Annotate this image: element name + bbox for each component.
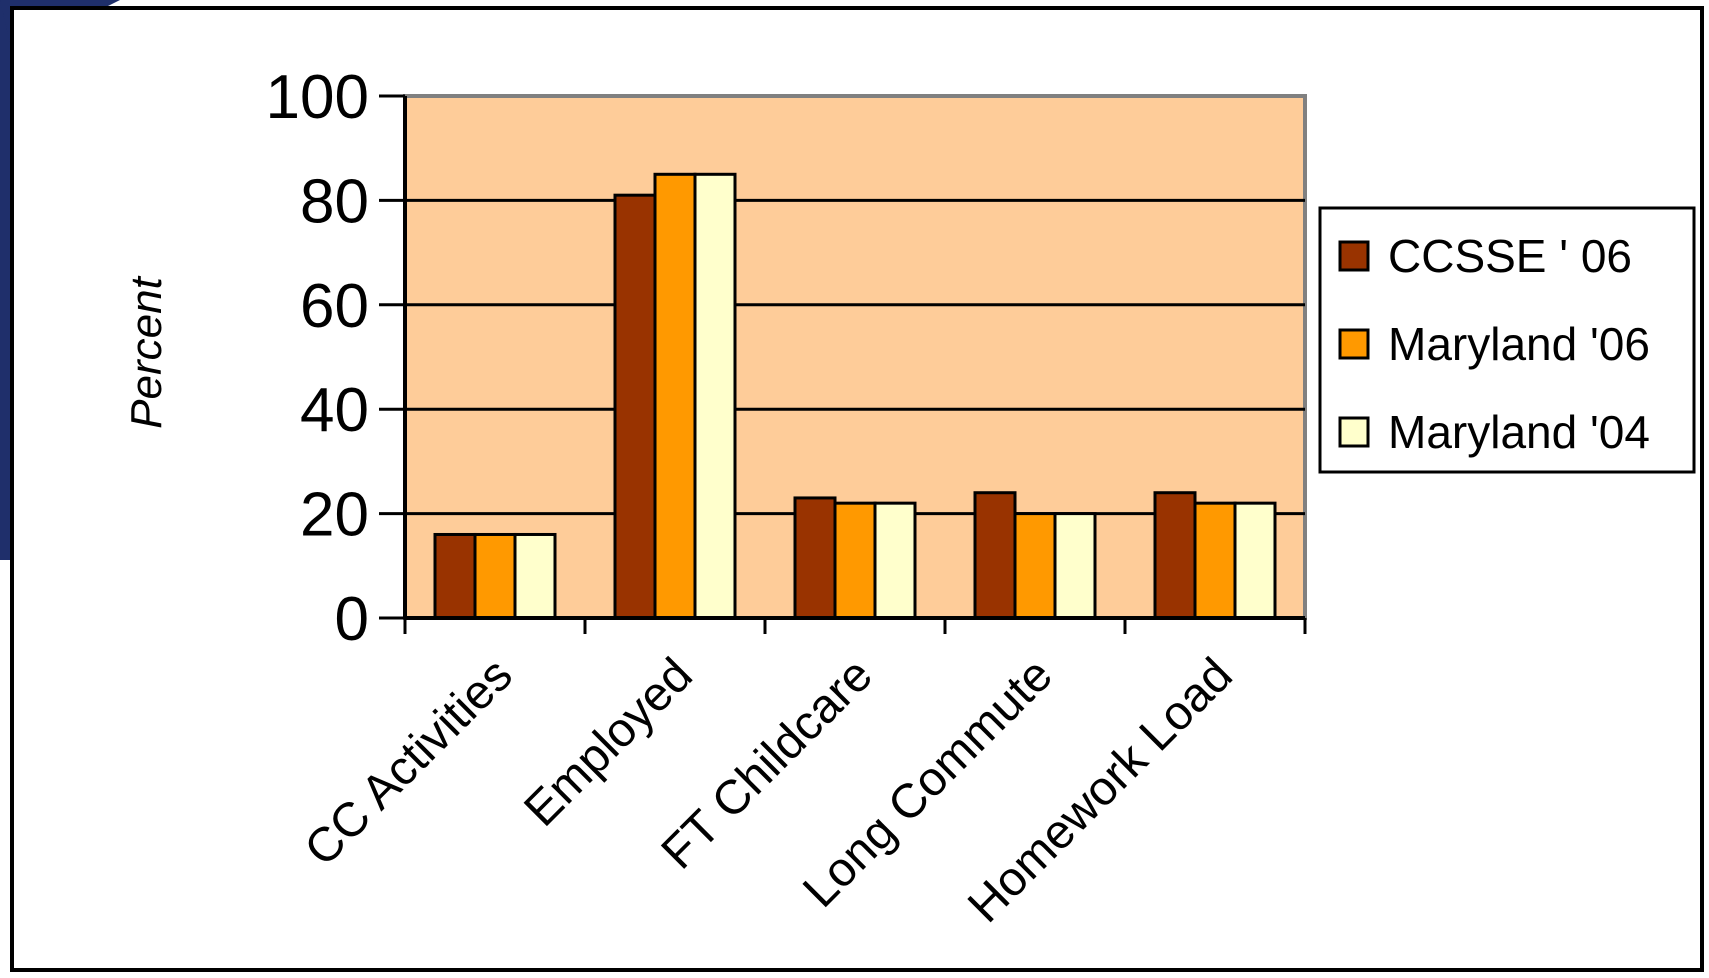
y-tick-label: 40: [300, 376, 369, 445]
bars: [433, 172, 1277, 620]
bar: [653, 172, 697, 620]
y-tick-label: 100: [266, 63, 369, 132]
bar: [1233, 501, 1277, 620]
bar: [1193, 501, 1237, 620]
legend-label: CCSSE ' 06: [1388, 230, 1632, 282]
axes: [379, 94, 1307, 634]
y-tick-label: 80: [300, 167, 369, 236]
bar: [873, 501, 917, 620]
legend-swatch: [1338, 416, 1370, 448]
bar: [433, 532, 477, 620]
y-tick-label: 60: [300, 272, 369, 341]
bar: [973, 491, 1017, 620]
legend-swatch: [1338, 328, 1370, 360]
bar: [513, 532, 557, 620]
legend-swatch: [1338, 240, 1370, 272]
y-axis-label: Percent: [122, 275, 171, 428]
bar: [793, 496, 837, 620]
bar: [1053, 512, 1097, 620]
bar: [693, 172, 737, 620]
legend-label: Maryland '06: [1388, 318, 1650, 370]
bar: [473, 532, 517, 620]
legend-box: [1318, 206, 1696, 474]
y-tick-labels: 0 20 40 60 80 100: [266, 63, 369, 654]
y-tick-label: 20: [300, 481, 369, 550]
bar: [1013, 512, 1057, 620]
y-tick-label: 0: [335, 585, 369, 654]
bar: [613, 193, 657, 620]
legend: CCSSE ' 06 Maryland '06 Maryland '04: [1318, 206, 1696, 474]
legend-label: Maryland '04: [1388, 406, 1650, 458]
bar: [833, 501, 877, 620]
bar: [1153, 491, 1197, 620]
